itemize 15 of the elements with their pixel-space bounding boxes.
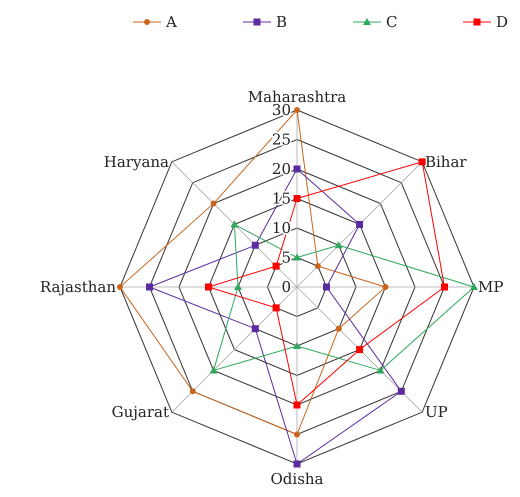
y-tick-label: 25 [272, 130, 291, 148]
legend-label: D [496, 13, 508, 31]
spoke-label: Bihar [424, 152, 468, 171]
legend-label: C [386, 13, 398, 31]
spoke-label: Gujarat [112, 403, 170, 422]
spoke-label: MP [478, 278, 504, 296]
legend-label: B [276, 13, 288, 31]
spoke-label: Odisha [270, 470, 324, 488]
spoke-label: Rajasthan [40, 278, 116, 296]
y-tick-label: 0 [281, 278, 291, 296]
spoke-label: UP [424, 403, 448, 422]
y-tick-label: 20 [272, 160, 291, 178]
spoke-label: Haryana [104, 152, 170, 171]
legend-label: A [165, 13, 177, 31]
y-tick-label: 30 [272, 101, 291, 119]
